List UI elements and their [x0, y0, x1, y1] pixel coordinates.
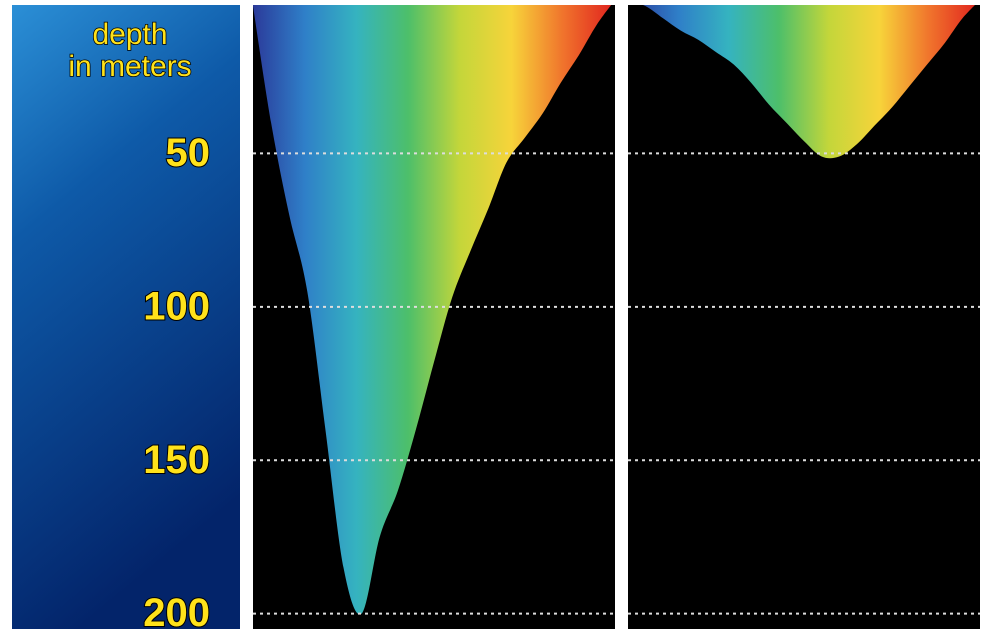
axis-label: depth: [92, 18, 167, 51]
top-margin: [240, 0, 994, 5]
y-tick-label: 50: [166, 131, 211, 175]
penetration-area: [628, 0, 980, 159]
y-tick-label: 100: [143, 284, 210, 328]
y-tick-label: 150: [143, 438, 210, 482]
penetration-area: [253, 0, 615, 615]
y-tick-label: 200: [143, 591, 210, 629]
water-photo: [12, 5, 240, 629]
axis-label: in meters: [68, 50, 191, 83]
